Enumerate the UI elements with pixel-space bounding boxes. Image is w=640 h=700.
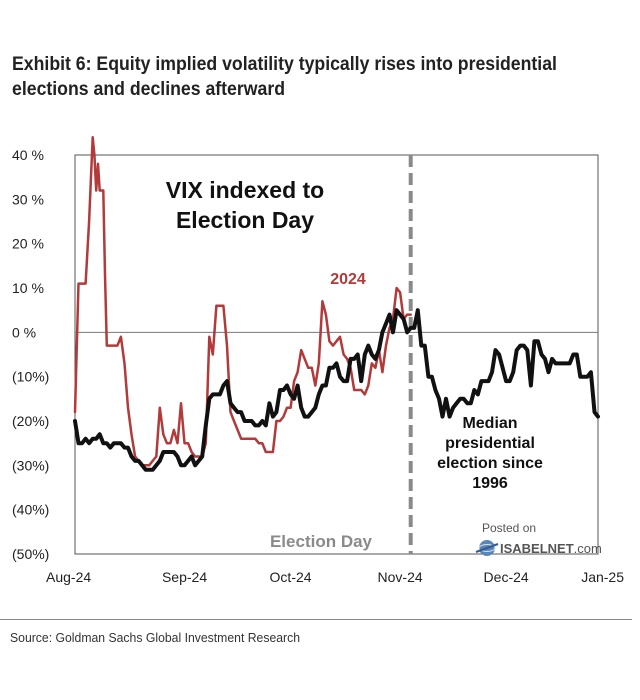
- source-note: Source: Goldman Sachs Global Investment …: [10, 630, 301, 645]
- median-label-line-2: presidential: [445, 435, 535, 452]
- x-tick-label: Jan-25: [581, 569, 624, 585]
- election-day-label: Election Day: [270, 532, 373, 551]
- isabelnet-watermark: Posted on ISABELNET.com: [475, 521, 602, 556]
- chart-inset-title-line-2: Election Day: [176, 207, 314, 233]
- y-tick-label: 10 %: [12, 280, 44, 296]
- y-tick-label: (20%): [12, 413, 49, 429]
- y-tick-label: 30 %: [12, 191, 44, 207]
- series-line-2024: [73, 136, 412, 467]
- chart-inset-title-line-1: VIX indexed to: [166, 177, 324, 203]
- y-tick-label: (10%): [12, 369, 49, 385]
- line-chart: 40 % 30 % 20 % 10 % 0 % (10%) (20%) (30%) (40%) (…: [12, 136, 624, 585]
- watermark-site: ISABELNET.com: [500, 541, 602, 556]
- watermark-posted-on: Posted on: [482, 521, 536, 535]
- y-tick-label: (30%): [12, 457, 49, 473]
- globe-logo-icon: [475, 540, 499, 556]
- x-tick-label: Nov-24: [378, 569, 423, 585]
- y-tick-label: 20 %: [12, 236, 44, 252]
- median-label-line-1: Median: [462, 415, 517, 432]
- chart-title-line-2: elections and declines afterward: [12, 79, 285, 100]
- watermark-site-rest: .com: [574, 541, 602, 556]
- y-tick-label: 40 %: [12, 147, 44, 163]
- x-tick-label: Aug-24: [46, 569, 91, 585]
- median-label-line-3: election since: [437, 455, 543, 472]
- y-tick-label: (50%): [12, 546, 49, 562]
- series-line-median: [73, 308, 600, 472]
- plot-frame: [74, 154, 599, 555]
- chart-axes: [74, 154, 599, 555]
- series-label-2024: 2024: [330, 271, 366, 288]
- y-tick-label: 0 %: [12, 324, 36, 340]
- watermark-site-bold: ISABELNET: [500, 541, 574, 556]
- median-label-line-4: 1996: [472, 475, 508, 492]
- chart-title-block: Exhibit 6: Equity implied volatility typ…: [12, 52, 579, 102]
- chart-annotations: VIX indexed to Election Day 2024 Median …: [166, 177, 543, 551]
- chart-tick-labels: 40 % 30 % 20 % 10 % 0 % (10%) (20%) (30%) (40%) (…: [12, 147, 624, 585]
- x-tick-label: Sep-24: [162, 569, 207, 585]
- y-tick-label: (40%): [12, 502, 49, 518]
- x-tick-label: Dec-24: [484, 569, 529, 585]
- chart-title-line-1: Exhibit 6: Equity implied volatility typ…: [12, 54, 557, 75]
- x-tick-label: Oct-24: [270, 569, 312, 585]
- chart-series: [73, 136, 600, 472]
- source-divider: [0, 619, 632, 620]
